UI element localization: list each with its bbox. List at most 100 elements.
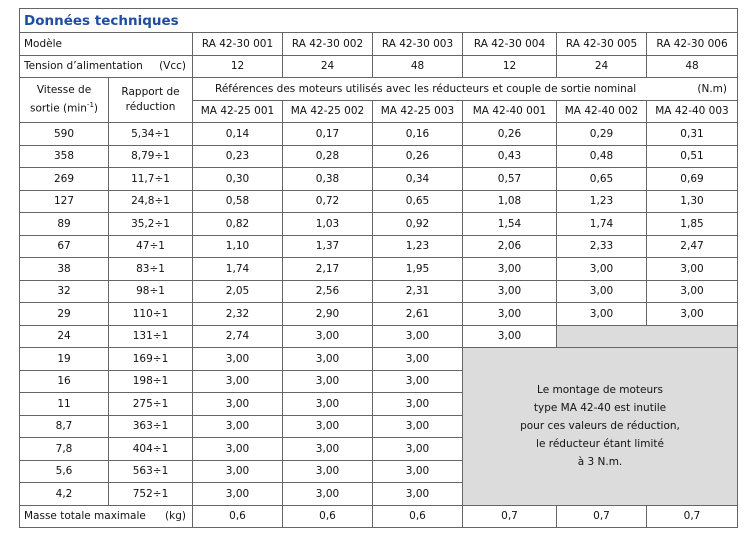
table-row: Tension d’alimentation (Vcc) 12 24 48 12 24 48 (19, 54, 738, 78)
motor: MA 42-25 002 (282, 99, 373, 123)
table-row: 358 8,79÷1 0,23 0,28 0,26 0,43 0,48 0,51 (19, 144, 738, 168)
torque-value: 3,00 (192, 437, 283, 461)
mass: 0,6 (282, 504, 373, 528)
torque-value: 2,31 (372, 279, 463, 303)
speed: 590 (19, 122, 109, 146)
motors-header: Références des moteurs utilisés avec les… (192, 77, 738, 101)
voltage: 24 (282, 54, 373, 78)
speed-header-sup: -1 (86, 101, 94, 110)
torque-value: 0,57 (462, 167, 557, 191)
table-row: 32 98÷1 2,05 2,56 2,31 3,00 3,00 3,00 (19, 279, 738, 303)
note-line: le réducteur étant limité (536, 438, 664, 451)
motor: MA 42-25 003 (372, 99, 463, 123)
ratio: 5,34÷1 (108, 122, 193, 146)
torque-value: 0,38 (282, 167, 373, 191)
torque-value: 2,56 (282, 279, 373, 303)
ratio: 110÷1 (108, 302, 193, 326)
mass-label: Masse totale maximale (kg) (19, 504, 193, 528)
ratio: 363÷1 (108, 414, 193, 438)
torque-value: 3,00 (282, 392, 373, 416)
torque-value: 0,16 (372, 122, 463, 146)
table-row: 67 47÷1 1,10 1,37 1,23 2,06 2,33 2,47 (19, 234, 738, 258)
speed: 8,7 (19, 414, 109, 438)
torque-value: 3,00 (372, 482, 463, 506)
model: RA 42-30 005 (556, 32, 647, 56)
torque-value: 0,82 (192, 212, 283, 236)
torque-value: 3,00 (372, 392, 463, 416)
voltage: 12 (192, 54, 283, 78)
motor: MA 42-40 001 (462, 99, 557, 123)
torque-value: 3,00 (372, 347, 463, 371)
empty-gray (556, 324, 738, 348)
torque-value: 0,23 (192, 144, 283, 168)
torque-value: 2,06 (462, 234, 557, 258)
ratio: 83÷1 (108, 257, 193, 281)
torque-value: 0,58 (192, 189, 283, 213)
note-line: type MA 42-40 est inutile (533, 402, 667, 415)
speed: 358 (19, 144, 109, 168)
motors-header-text: Références des moteurs utilisés avec les… (215, 82, 637, 95)
speed-header: Vitesse de sortie (min-1) (19, 77, 109, 123)
ratio-header: Rapport de réduction (108, 77, 193, 123)
motor: MA 42-40 002 (556, 99, 647, 123)
torque-value: 3,00 (556, 257, 647, 281)
voltage-label-wrap: Tension d’alimentation (Vcc) (24, 60, 190, 72)
table-row: Modèle RA 42-30 001 RA 42-30 002 RA 42-30 0… (19, 32, 738, 56)
torque-value: 1,95 (372, 257, 463, 281)
voltage-unit: (Vcc) (159, 60, 186, 73)
torque-value: 3,00 (192, 392, 283, 416)
table-row: Données techniques (19, 8, 738, 33)
motors-header-wrap: Références des moteurs utilisés avec les… (195, 83, 735, 95)
torque-value: 3,00 (462, 302, 557, 326)
speed-header-line: Vitesse de (36, 84, 92, 97)
mass: 0,6 (372, 504, 463, 528)
ratio: 404÷1 (108, 437, 193, 461)
spec-table: Données techniques Modèle RA 42-30 001 RA 4… (19, 8, 738, 528)
table-row: MA 42-25 001 MA 42-25 002 MA 42-25 003 MA 4… (20, 99, 738, 123)
voltage: 24 (556, 54, 647, 78)
speed: 127 (19, 189, 109, 213)
table-row: 89 35,2÷1 0,82 1,03 0,92 1,54 1,74 1,85 (19, 212, 738, 236)
ratio: 198÷1 (108, 369, 193, 393)
torque-value: 0,29 (556, 122, 647, 146)
torque-value: 1,23 (372, 234, 463, 258)
model: RA 42-30 004 (462, 32, 557, 56)
ratio: 752÷1 (108, 482, 193, 506)
torque-value: 1,74 (556, 212, 647, 236)
torque-value: 0,43 (462, 144, 557, 168)
model: RA 42-30 006 (646, 32, 738, 56)
torque-value: 3,00 (556, 302, 647, 326)
table-row: 7,8 404÷1 3,00 3,00 3,00 (19, 437, 738, 461)
motor: MA 42-25 001 (192, 99, 283, 123)
table-row: 127 24,8÷1 0,58 0,72 0,65 1,08 1,23 1,30 (19, 189, 738, 213)
torque-value: 1,30 (646, 189, 738, 213)
speed: 24 (19, 324, 109, 348)
torque-value: 3,00 (282, 437, 373, 461)
table-row: 19 169÷1 3,00 3,00 3,00 Le montage de moteurs… (19, 347, 738, 506)
voltage: 12 (462, 54, 557, 78)
torque-value: 0,17 (282, 122, 373, 146)
torque-value: 2,61 (372, 302, 463, 326)
speed: 32 (19, 279, 109, 303)
mass-label-text: Masse totale maximale (24, 510, 146, 523)
speed-header-line: sortie (min (29, 102, 87, 115)
ratio: 24,8÷1 (108, 189, 193, 213)
torque-value: 3,00 (646, 257, 738, 281)
torque-value: 3,00 (372, 437, 463, 461)
torque-value: 3,00 (282, 459, 373, 483)
torque-value: 0,92 (372, 212, 463, 236)
note-line: à 3 N.m. (577, 456, 623, 469)
torque-value: 1,54 (462, 212, 557, 236)
torque-value: 3,00 (192, 369, 283, 393)
note: Le montage de moteurs type MA 42-40 est i… (462, 347, 738, 506)
ratio: 47÷1 (108, 234, 193, 258)
mass: 0,7 (462, 504, 557, 528)
speed: 38 (19, 257, 109, 281)
ratio: 131÷1 (108, 324, 193, 348)
speed: 89 (19, 212, 109, 236)
torque-value: 3,00 (462, 324, 557, 348)
motor: MA 42-40 003 (646, 99, 738, 123)
torque-value: 1,74 (192, 257, 283, 281)
note-line: pour ces valeurs de réduction, (520, 420, 680, 433)
torque-value: 0,34 (372, 167, 463, 191)
